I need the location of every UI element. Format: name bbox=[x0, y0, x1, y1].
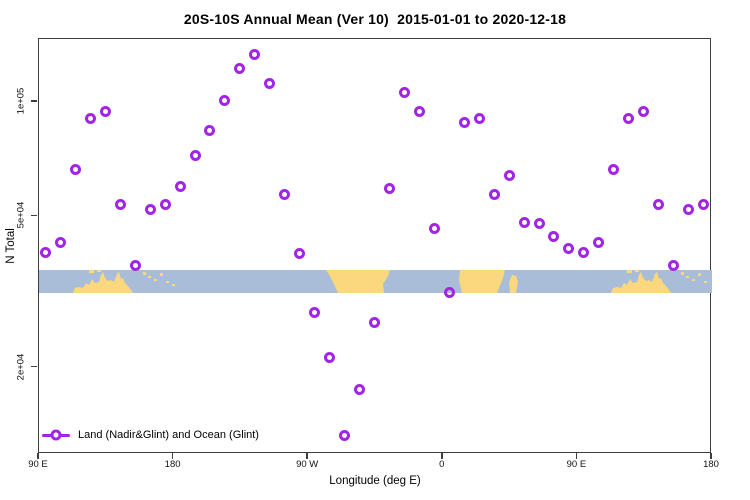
y-axis-title: N Total bbox=[5, 228, 17, 264]
data-point bbox=[653, 199, 665, 211]
data-point bbox=[503, 170, 515, 182]
data-point bbox=[174, 181, 186, 193]
x-axis-title: Longitude (deg E) bbox=[329, 475, 421, 487]
fiji-island bbox=[698, 273, 701, 276]
data-point bbox=[473, 113, 485, 125]
solomon-island bbox=[143, 272, 146, 275]
fiji-island bbox=[172, 284, 175, 286]
data-point bbox=[204, 125, 216, 137]
data-point bbox=[264, 77, 276, 89]
data-point bbox=[608, 163, 620, 175]
south-america-land bbox=[326, 270, 390, 293]
vanuatu-island bbox=[154, 279, 157, 281]
vanuatu-island bbox=[148, 276, 151, 278]
legend-marker-icon bbox=[50, 429, 62, 441]
data-point bbox=[578, 246, 590, 258]
data-point bbox=[533, 218, 545, 230]
y-tick-label: 1e+05 bbox=[15, 87, 27, 115]
data-point bbox=[354, 384, 366, 396]
x-tick-label: 180 bbox=[164, 459, 181, 470]
x-tick-mark bbox=[171, 453, 174, 459]
legend-label: Land (Nadir&Glint) and Ocean (Glint) bbox=[78, 429, 259, 441]
x-tick-mark bbox=[575, 453, 578, 459]
landmasses-wrapped bbox=[611, 270, 707, 293]
data-point bbox=[99, 105, 111, 117]
data-point bbox=[428, 223, 440, 235]
data-point bbox=[698, 199, 710, 211]
data-point bbox=[69, 163, 81, 175]
data-point bbox=[159, 199, 171, 211]
data-point bbox=[144, 204, 156, 216]
data-point bbox=[638, 105, 650, 117]
y-tick-mark bbox=[31, 100, 37, 102]
data-point bbox=[189, 150, 201, 162]
data-point bbox=[443, 286, 455, 298]
data-point bbox=[563, 243, 575, 255]
x-tick-label: 90 W bbox=[296, 459, 319, 470]
data-point bbox=[668, 259, 680, 271]
data-point bbox=[294, 247, 306, 259]
data-point bbox=[234, 63, 246, 75]
data-point bbox=[488, 188, 500, 200]
legend: Land (Nadir&Glint) and Ocean (Glint) bbox=[42, 428, 259, 442]
x-tick-mark bbox=[710, 453, 712, 459]
y-tick-mark bbox=[31, 365, 37, 368]
data-point bbox=[324, 352, 336, 364]
y-tick-mark bbox=[31, 214, 37, 217]
madagascar-land bbox=[509, 275, 518, 293]
data-point bbox=[548, 231, 560, 243]
data-point bbox=[129, 259, 141, 271]
data-point bbox=[84, 113, 96, 125]
y-tick-label: 5e+04 bbox=[15, 202, 27, 229]
vanuatu-island bbox=[692, 279, 695, 281]
data-point bbox=[219, 94, 231, 106]
x-tick-label: 0 bbox=[439, 459, 445, 470]
data-point bbox=[114, 199, 126, 211]
data-point bbox=[518, 216, 530, 228]
fiji-island bbox=[704, 281, 707, 283]
data-point bbox=[39, 246, 51, 258]
data-point bbox=[593, 237, 605, 249]
data-point bbox=[623, 113, 635, 125]
australia-land bbox=[73, 272, 133, 293]
legend-line-sample bbox=[42, 429, 70, 441]
y-tick-label: 2e+04 bbox=[15, 353, 27, 380]
fiji-island bbox=[166, 281, 169, 283]
data-point bbox=[339, 429, 351, 441]
timor-island bbox=[89, 270, 94, 273]
x-tick-mark bbox=[37, 453, 39, 459]
data-point bbox=[683, 204, 695, 216]
x-tick-mark bbox=[306, 453, 308, 459]
data-point bbox=[249, 48, 261, 60]
indonesia-island bbox=[97, 270, 101, 272]
timor-island bbox=[627, 270, 632, 273]
australia-land bbox=[611, 272, 671, 293]
indonesia-island bbox=[635, 270, 639, 272]
fiji-island bbox=[160, 273, 163, 276]
vanuatu-island bbox=[686, 276, 689, 278]
data-point bbox=[413, 106, 425, 118]
x-tick-label: 90 E bbox=[566, 459, 587, 470]
data-point bbox=[398, 86, 410, 98]
data-point bbox=[369, 317, 380, 329]
x-tick-label: 180 bbox=[703, 459, 719, 470]
data-point bbox=[279, 189, 291, 201]
x-tick-label: 90 E bbox=[28, 459, 48, 470]
world-map-strip bbox=[39, 270, 712, 293]
coastline-map-svg bbox=[39, 270, 712, 293]
x-tick-mark bbox=[441, 453, 443, 459]
data-point bbox=[383, 182, 395, 194]
chart-title: 20S-10S Annual Mean (Ver 10) 2015-01-01 … bbox=[183, 11, 567, 27]
landmasses bbox=[73, 270, 518, 293]
africa-land bbox=[459, 270, 505, 293]
data-point bbox=[54, 237, 66, 249]
solomon-island bbox=[681, 272, 684, 275]
data-point bbox=[458, 116, 470, 128]
plot-area bbox=[38, 38, 712, 453]
data-point bbox=[309, 307, 321, 319]
